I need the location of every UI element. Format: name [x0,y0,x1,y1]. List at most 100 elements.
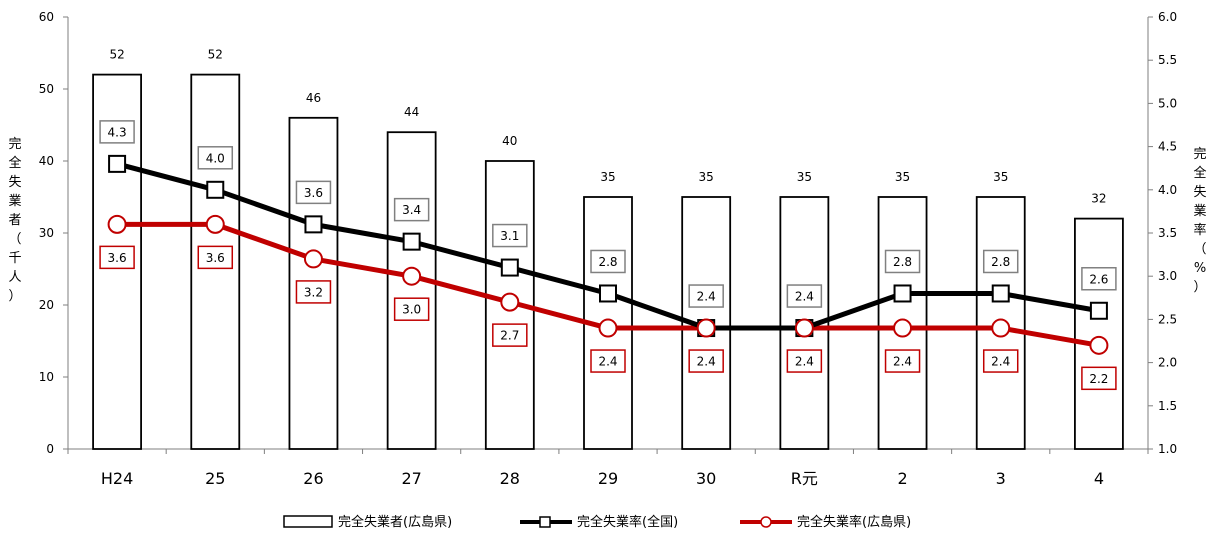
x-tick-label: 26 [303,469,323,488]
right-tick-label: 3.5 [1158,226,1177,240]
right-tick-label: 4.5 [1158,140,1177,154]
national-marker [108,154,127,173]
right-tick-label: 2.0 [1158,356,1177,370]
national-marker [599,284,617,303]
national-value-label-box [295,180,332,205]
hiroshima-value-label: 2.2 [1089,372,1108,386]
hiroshima-value-label: 2.4 [991,355,1010,369]
hiroshima-value-label: 3.6 [108,251,127,265]
left-tick-label: 60 [39,10,54,24]
national-value-label-box [197,146,234,170]
hiroshima-marker [991,318,1011,338]
bar-series: 52 52 46 44 40 35 35 35 35 35 32 [92,48,1124,450]
right-y-axis: 1.0 1.5 2.0 2.5 3.0 3.5 4.0 4.5 5.0 5.5 6.0 完全失業率（… [1147,10,1207,456]
hiroshima-marker [1089,335,1109,355]
right-tick-label: 6.0 [1158,10,1177,24]
legend-hiroshima-label: 完全失業率(広島県) [797,514,911,530]
bar-value-label: 35 [993,170,1008,184]
hiroshima-value-label: 3.6 [206,251,225,265]
national-value-label-box [590,249,626,274]
hiroshima-value-label-box [982,349,1019,373]
national-value-label-box [1081,267,1117,291]
hiroshima-marker [598,318,618,338]
national-marker [893,284,912,303]
x-tick-label: 30 [696,469,716,488]
national-value-label: 2.8 [893,255,912,269]
legend-hiroshima-marker [760,516,772,528]
national-value-label: 2.6 [1089,272,1108,286]
hiroshima-value-label-box [197,245,234,270]
data-labels: 4.3 4.0 3.6 3.4 3.1 2.8 2.4 2.4 2.8 2.8 2.6 3.6 3.6 3… [99,120,1117,391]
right-axis-label: 完全失業率（%） [1193,147,1206,295]
national-value-label-box [982,249,1019,274]
left-tick-label: 0 [46,442,54,456]
hiroshima-value-label: 2.4 [795,355,814,369]
hiroshima-value-label: 3.2 [304,285,323,299]
national-marker [206,180,225,199]
left-tick-label: 10 [39,370,54,384]
national-value-label: 3.1 [500,229,519,243]
right-tick-label: 1.0 [1158,442,1177,456]
hiroshima-marker [500,292,520,312]
hiroshima-value-label-box [295,280,332,304]
national-value-label: 4.0 [206,151,225,165]
national-marker [304,215,323,234]
bar [386,131,437,450]
left-tick-label: 30 [39,226,54,240]
x-tick-label: 27 [401,469,421,488]
hiroshima-value-label-box [590,349,626,373]
bar-value-label: 35 [600,170,615,184]
legend-national-label: 完全失業率(全国) [577,514,678,530]
national-value-label-box [786,284,823,308]
x-tick-label: H24 [101,469,133,488]
hiroshima-value-label-box [1081,366,1117,391]
legend-bar-label: 完全失業者(広島県) [338,514,452,530]
left-tick-label: 50 [39,82,54,96]
x-axis: H24 25 26 27 28 29 30 R元 2 3 4 [67,448,1149,488]
hiroshima-marker [107,214,127,234]
national-value-label: 2.4 [697,290,716,304]
national-value-label: 2.4 [795,290,814,304]
bar-value-label: 44 [404,105,419,119]
hiroshima-marker [303,249,323,269]
bar-value-label: 35 [797,170,812,184]
national-value-label-box [393,197,430,222]
line-series [107,154,1109,355]
bar-value-label: 46 [306,91,321,105]
national-value-label: 2.8 [991,255,1010,269]
bar-value-label: 32 [1091,192,1106,206]
national-value-label-box [688,284,724,308]
x-tick-label: 29 [598,469,618,488]
hiroshima-marker [893,318,913,338]
right-axis-ticks: 1.0 1.5 2.0 2.5 3.0 3.5 4.0 4.5 5.0 5.5 6.0 [1148,10,1177,456]
hiroshima-marker [794,318,814,338]
national-value-label-box [492,223,528,248]
legend-national-marker [539,516,551,528]
national-value-label: 3.6 [304,186,323,200]
national-value-label-box [99,120,135,144]
national-value-label-box [884,249,921,274]
hiroshima-value-label-box [99,245,135,270]
national-marker [402,232,421,251]
national-marker [991,284,1010,303]
national-value-label: 3.4 [402,203,421,217]
left-tick-label: 40 [39,154,54,168]
bar-value-label: 52 [208,48,223,62]
bar-value-label: 52 [109,48,124,62]
hiroshima-value-label: 2.7 [500,329,519,343]
x-tick-label: 4 [1094,469,1104,488]
national-marker [500,258,519,277]
hiroshima-marker [205,214,225,234]
hiroshima-value-label-box [688,349,724,373]
hiroshima-value-label: 2.4 [697,355,716,369]
left-axis-label: 完全失業者（千人） [8,137,21,304]
right-tick-label: 4.0 [1158,183,1177,197]
legend-bar-swatch [283,515,333,528]
x-tick-label: 28 [500,469,520,488]
bar-value-label: 35 [699,170,714,184]
hiroshima-value-label-box [786,349,823,373]
left-tick-label: 20 [39,298,54,312]
national-value-label: 2.8 [598,255,617,269]
right-tick-label: 3.0 [1158,269,1177,283]
x-tick-label: 25 [205,469,225,488]
